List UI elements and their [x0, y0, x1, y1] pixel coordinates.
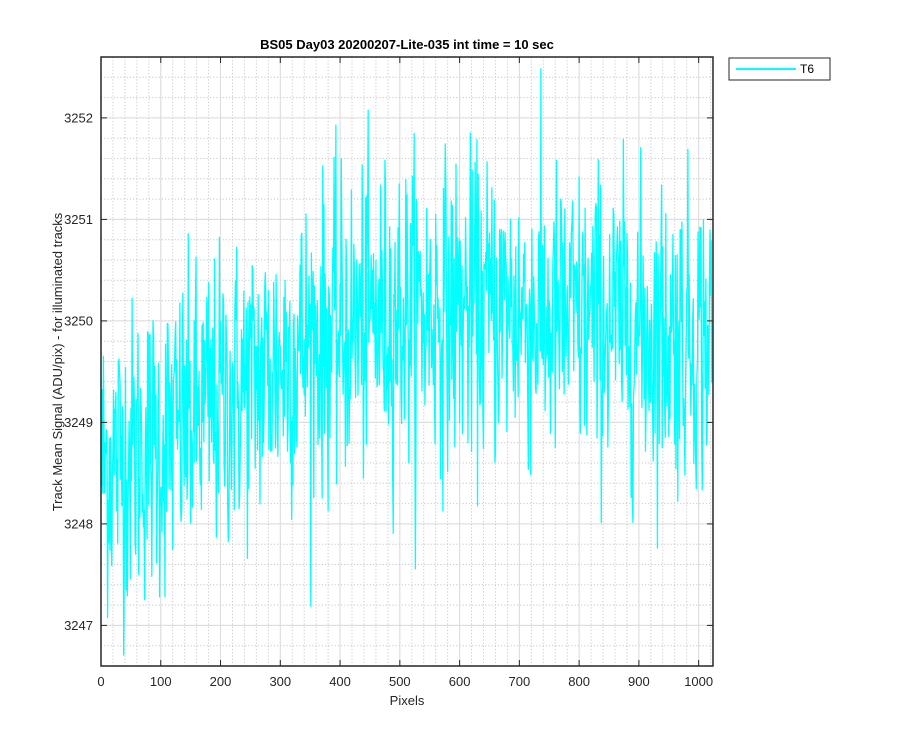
- y-tick-labels: 3247 3248 3249 3250 3251 3252: [64, 110, 93, 633]
- x-tick-label: 900: [628, 674, 650, 689]
- x-axis-label: Pixels: [390, 693, 425, 708]
- x-tick-label: 400: [329, 674, 351, 689]
- y-tick-label: 3248: [64, 516, 93, 531]
- x-tick-label: 200: [210, 674, 232, 689]
- y-tick-label: 3247: [64, 618, 93, 633]
- x-tick-label: 300: [269, 674, 291, 689]
- y-tick-label: 3251: [64, 212, 93, 227]
- series-line-t6: [101, 68, 713, 656]
- x-tick-label: 1000: [684, 674, 713, 689]
- legend-label-t6: T6: [800, 62, 814, 76]
- x-tick-label: 700: [509, 674, 531, 689]
- x-tick-label: 0: [97, 674, 104, 689]
- x-tick-label: 800: [568, 674, 590, 689]
- y-tick-label: 3250: [64, 313, 93, 328]
- y-axis-label: Track Mean Signal (ADU/pix) - for illumi…: [50, 212, 65, 511]
- series-area: [101, 68, 713, 656]
- y-tick-label: 3252: [64, 110, 93, 125]
- x-tick-label: 100: [150, 674, 172, 689]
- y-tick-label: 3249: [64, 415, 93, 430]
- plot-frame: [100, 56, 714, 667]
- axis-ticks: [100, 57, 713, 666]
- x-tick-label: 600: [449, 674, 471, 689]
- legend: T6: [728, 57, 831, 81]
- chart-title: BS05 Day03 20200207-Lite-035 int time = …: [260, 37, 554, 52]
- x-tick-label: 500: [389, 674, 411, 689]
- x-tick-labels: 0 100 200 300 400 500 600 700 800 900 1000: [97, 674, 713, 689]
